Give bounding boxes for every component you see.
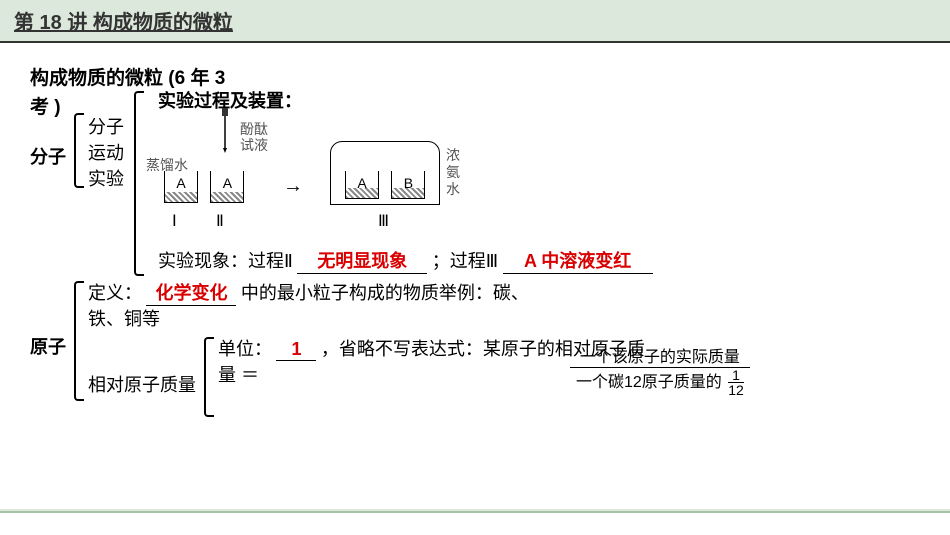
reagent-label2: 试液 — [240, 135, 268, 155]
beaker-3: A — [345, 171, 379, 199]
beaker-group-right: A B — [341, 171, 429, 204]
phenomenon-label: 实验现象：过程Ⅱ — [158, 251, 293, 271]
atom-label: 原子 — [30, 333, 66, 359]
beaker-4: B — [391, 171, 425, 199]
phenomenon-row: 实验现象：过程Ⅱ 无明显现象 ；过程Ⅲ A 中溶液变红 — [158, 247, 653, 274]
beaker-1: A — [164, 171, 198, 203]
lecture-title: 第 18 讲 构成物质的微粒 — [14, 12, 233, 34]
mass-eq: 量 ＝ — [218, 361, 259, 387]
dropper-icon — [215, 108, 235, 153]
phenomenon-answer-1: 无明显现象 — [297, 247, 427, 274]
mass-label: 相对原子质量 — [88, 371, 196, 397]
mass-bracket — [204, 337, 214, 417]
beaker-2: A — [210, 171, 244, 203]
beaker-group-left: A A — [160, 171, 248, 208]
molecule-label: 分子 — [30, 143, 66, 169]
arrow-icon: → — [268, 175, 318, 198]
section-title: 构成物质的微粒 (6 年 3 — [30, 63, 920, 90]
experiment-bracket — [134, 91, 144, 276]
roman-2: Ⅱ — [216, 211, 224, 231]
atom-bracket — [74, 281, 84, 401]
def-answer: 化学变化 — [146, 279, 236, 306]
roman-1: Ⅰ — [172, 211, 177, 231]
phenomenon-mid: ；过程Ⅲ — [432, 251, 498, 271]
header-bar: 第 18 讲 构成物质的微粒 — [0, 0, 950, 43]
fraction-bot: 一个碳12原子质量的 1 12 — [570, 368, 750, 397]
fraction-box: 一个该原子的实际质量 一个碳12原子质量的 1 12 — [570, 343, 750, 397]
atom-def-row: 定义： 化学变化 中的最小粒子构成的物质举例：碳、 — [88, 279, 529, 306]
cover-box: A B — [330, 141, 440, 205]
diagram: 酚酞 试液 蒸馏水 A A → A B 浓 氨 水 Ⅰ Ⅱ Ⅲ — [150, 113, 470, 223]
ammonia-label: 浓 氨 水 — [446, 147, 460, 197]
atom-def-line2: 铁、铜等 — [88, 305, 160, 331]
molecule-bracket — [74, 113, 84, 188]
small-fraction: 1 12 — [728, 368, 744, 397]
content-area: 构成物质的微粒 (6 年 3 考 ) 分子 分子 运动 实验 实验过程及装置： … — [0, 43, 950, 129]
fraction-top: 一个该原子的实际质量 — [570, 343, 750, 368]
fraction: 一个该原子的实际质量 一个碳12原子质量的 1 12 — [570, 343, 750, 397]
unit-answer: 1 — [276, 339, 316, 361]
phenomenon-answer-2: A 中溶液变红 — [503, 247, 653, 274]
footer-divider — [0, 509, 950, 513]
molecule-sub: 分子 运动 实验 — [88, 113, 124, 191]
roman-3: Ⅲ — [378, 211, 389, 231]
